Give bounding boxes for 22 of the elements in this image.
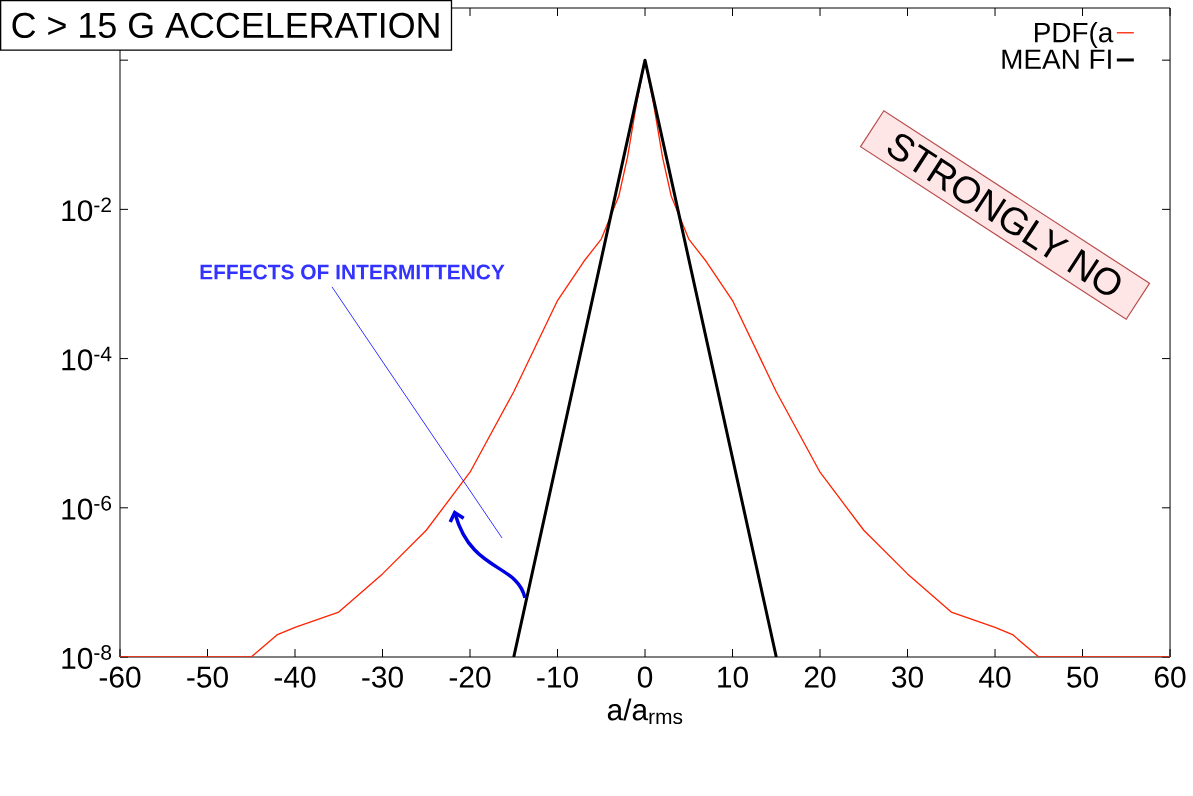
x-tick-label: -20 xyxy=(449,666,491,688)
x-tick-label: 20 xyxy=(804,666,836,688)
x-tick-label: 60 xyxy=(1154,666,1186,688)
y-tick-label: 10$^{-2}$ xyxy=(62,197,111,222)
x-tick-label: -30 xyxy=(362,666,403,688)
x-tick-label: -60 xyxy=(99,666,141,688)
x-tick-label: 10 xyxy=(718,666,748,688)
x-tick-label: -10 xyxy=(537,666,578,688)
legend-label: MEAN FI xyxy=(1002,49,1111,69)
annotation: EFFECTS OF INTERMITTENCY xyxy=(200,264,505,280)
x-tick-label: 40 xyxy=(979,666,1011,688)
x-tick-label: 30 xyxy=(892,666,923,688)
x-tick-label: 50 xyxy=(1067,666,1098,688)
y-tick-label: 10$^{-8}$ xyxy=(62,645,112,669)
x-tick-label: -50 xyxy=(187,666,228,688)
x-tick-label: 0 xyxy=(637,666,653,688)
x-axis-title: a/a$_{rms}$ xyxy=(607,698,683,725)
x-tick-label: -40 xyxy=(274,666,316,688)
y-tick-label: 10$^{-4}$ xyxy=(62,346,112,371)
y-tick-label: 10$^{-6}$ xyxy=(62,495,112,520)
legend-label: PDF(a xyxy=(1035,21,1114,48)
chart-title: C > 15 G ACCELERATION xyxy=(12,12,439,39)
